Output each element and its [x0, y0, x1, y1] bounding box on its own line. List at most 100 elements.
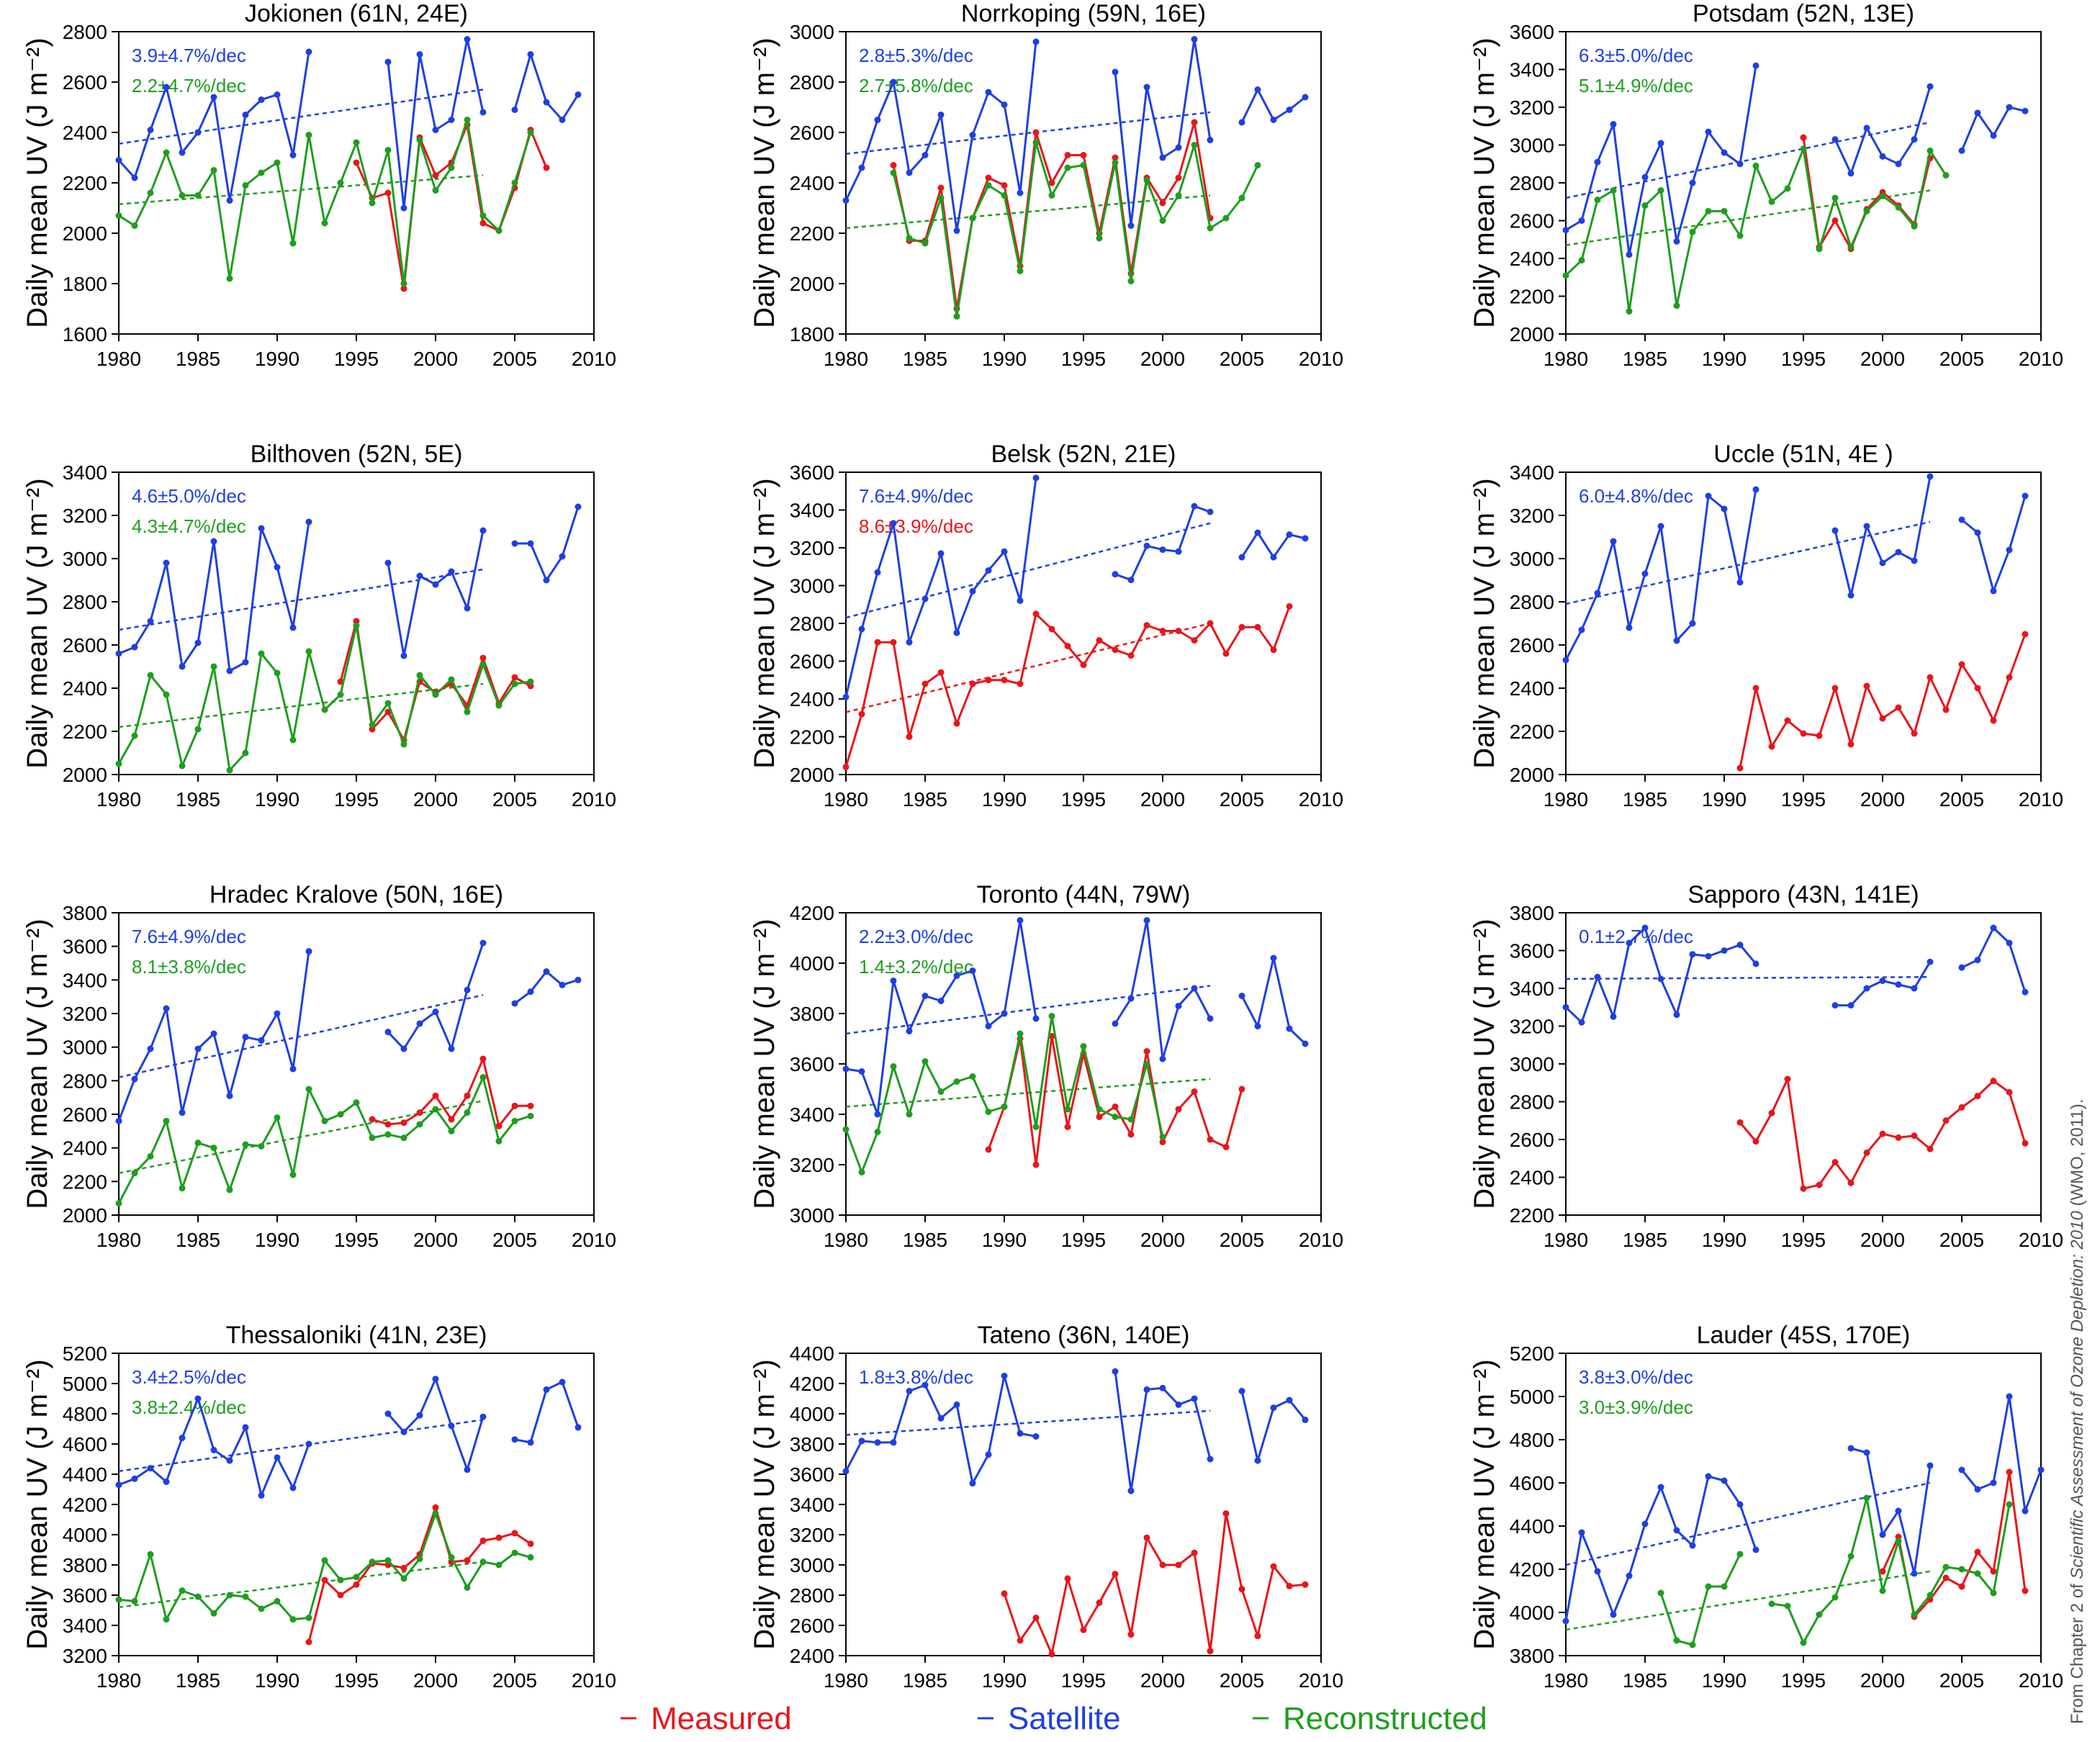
data-point-satellite — [226, 197, 233, 204]
data-point-satellite — [559, 1378, 566, 1386]
data-point-satellite — [1286, 107, 1293, 113]
y-tick-label: 2800 — [1510, 172, 1554, 194]
data-point-measured — [1175, 174, 1182, 181]
data-point-measured — [1879, 1568, 1886, 1575]
data-point-reconstructed — [353, 1574, 360, 1581]
trend-label-satellite: 6.3±5.0%/dec — [1579, 45, 1693, 66]
data-point-measured — [985, 1146, 992, 1153]
data-point-satellite — [1736, 1501, 1744, 1508]
trend-label-satellite: 4.6±5.0%/dec — [132, 485, 246, 507]
data-point-satellite — [1641, 173, 1649, 181]
data-point-measured — [1222, 1510, 1230, 1517]
series-satellite — [115, 939, 582, 1124]
data-point-measured — [1032, 1161, 1040, 1168]
data-point-satellite — [147, 1045, 154, 1052]
data-point-reconstructed — [369, 1558, 376, 1566]
data-point-satellite — [1926, 473, 1934, 480]
x-tick-label: 1995 — [1781, 348, 1826, 370]
data-point-measured — [432, 1092, 439, 1099]
data-point-measured — [937, 184, 945, 191]
x-tick-label: 2000 — [1140, 1669, 1185, 1692]
x-tick-label: 1980 — [824, 1669, 868, 1692]
trend-label-satellite: 2.8±5.3%/dec — [859, 45, 973, 66]
data-point-satellite — [1657, 1484, 1664, 1491]
series-line-satellite — [1834, 86, 1932, 175]
data-point-measured — [1127, 1131, 1135, 1138]
source-prefix: From Chapter 2 of — [2068, 1579, 2087, 1724]
y-tick-label: 2800 — [790, 613, 834, 635]
data-point-measured — [384, 189, 392, 197]
data-point-satellite — [2006, 546, 2013, 554]
data-point-reconstructed — [1800, 1639, 1807, 1646]
y-tick-label: 3200 — [790, 537, 834, 559]
data-point-satellite — [384, 559, 392, 567]
data-point-reconstructed — [147, 1152, 154, 1160]
data-point-reconstructed — [226, 767, 233, 774]
data-point-reconstructed — [242, 182, 249, 189]
data-point-satellite — [1562, 1003, 1569, 1011]
data-point-satellite — [416, 1020, 423, 1027]
data-point-measured — [1191, 1088, 1198, 1095]
data-point-satellite — [985, 89, 992, 96]
data-point-satellite — [1926, 958, 1934, 965]
data-point-reconstructed — [511, 680, 518, 687]
data-point-measured — [2006, 1468, 2013, 1476]
data-point-measured — [1048, 1651, 1055, 1658]
series-line-reconstructed — [1771, 1497, 2011, 1644]
data-point-reconstructed — [495, 1561, 503, 1569]
data-point-reconstructed — [464, 1109, 471, 1116]
series-satellite — [115, 503, 582, 674]
data-point-measured — [1064, 643, 1071, 649]
data-point-satellite — [1705, 952, 1712, 960]
y-tick-label: 2200 — [790, 726, 834, 749]
panel-5: Uccle (51N, 4E ) 1980 1985 1990 1995 2000 2005… — [1469, 441, 2063, 811]
data-point-measured — [1080, 662, 1087, 669]
y-tick-label: 3400 — [790, 1494, 834, 1516]
x-tick-label: 2010 — [1299, 1229, 1343, 1251]
data-point-satellite — [1270, 117, 1277, 123]
y-tick-label: 3400 — [1510, 978, 1554, 1000]
data-point-satellite — [1143, 917, 1150, 924]
data-point-satellite — [1974, 529, 1981, 536]
panel-title: Thessaloniki (41N, 23E) — [226, 1322, 487, 1349]
trend-label-satellite: 3.9±4.7%/dec — [132, 45, 246, 66]
data-point-satellite — [163, 1005, 170, 1012]
panel-0: Jokionen (61N, 24E) 1980 1985 1990 1995 2000 2… — [22, 0, 616, 370]
data-point-measured — [1112, 154, 1119, 161]
data-point-measured — [1207, 1136, 1214, 1143]
series-line-reconstructed — [892, 141, 1259, 317]
data-point-satellite — [258, 525, 265, 532]
data-point-satellite — [1641, 570, 1649, 577]
x-tick-label: 2010 — [2019, 1229, 2063, 1251]
series-satellite — [115, 36, 582, 212]
data-point-satellite — [985, 1451, 992, 1458]
data-point-reconstructed — [511, 179, 518, 186]
data-point-reconstructed — [1721, 207, 1728, 215]
x-tick-label: 2000 — [413, 1669, 458, 1692]
data-point-measured — [1207, 620, 1214, 627]
x-tick-label: 2010 — [2019, 348, 2063, 370]
y-tick-label: 3800 — [63, 1554, 107, 1576]
data-point-measured — [1736, 764, 1744, 772]
data-point-measured — [384, 1121, 392, 1128]
data-point-satellite — [384, 1410, 392, 1417]
data-point-measured — [1191, 637, 1198, 644]
data-point-reconstructed — [1784, 185, 1791, 192]
data-point-satellite — [1847, 1002, 1855, 1009]
data-point-measured — [1958, 661, 1965, 668]
data-point-reconstructed — [953, 313, 960, 320]
data-point-satellite — [131, 174, 138, 181]
data-point-reconstructed — [874, 1129, 881, 1135]
y-tick-label: 4800 — [63, 1403, 107, 1425]
y-tick-label: 4400 — [1510, 1515, 1554, 1538]
data-point-reconstructed — [479, 1558, 487, 1566]
y-tick-label: 3400 — [1510, 59, 1554, 81]
x-tick-label: 1995 — [1061, 788, 1106, 811]
data-point-satellite — [1673, 238, 1680, 245]
data-point-satellite — [511, 1436, 518, 1443]
data-point-reconstructed — [1064, 164, 1071, 171]
data-point-satellite — [1626, 251, 1633, 258]
y-tick-label: 3800 — [63, 902, 107, 924]
data-point-satellite — [1032, 1015, 1040, 1022]
data-point-reconstructed — [1017, 1030, 1024, 1037]
